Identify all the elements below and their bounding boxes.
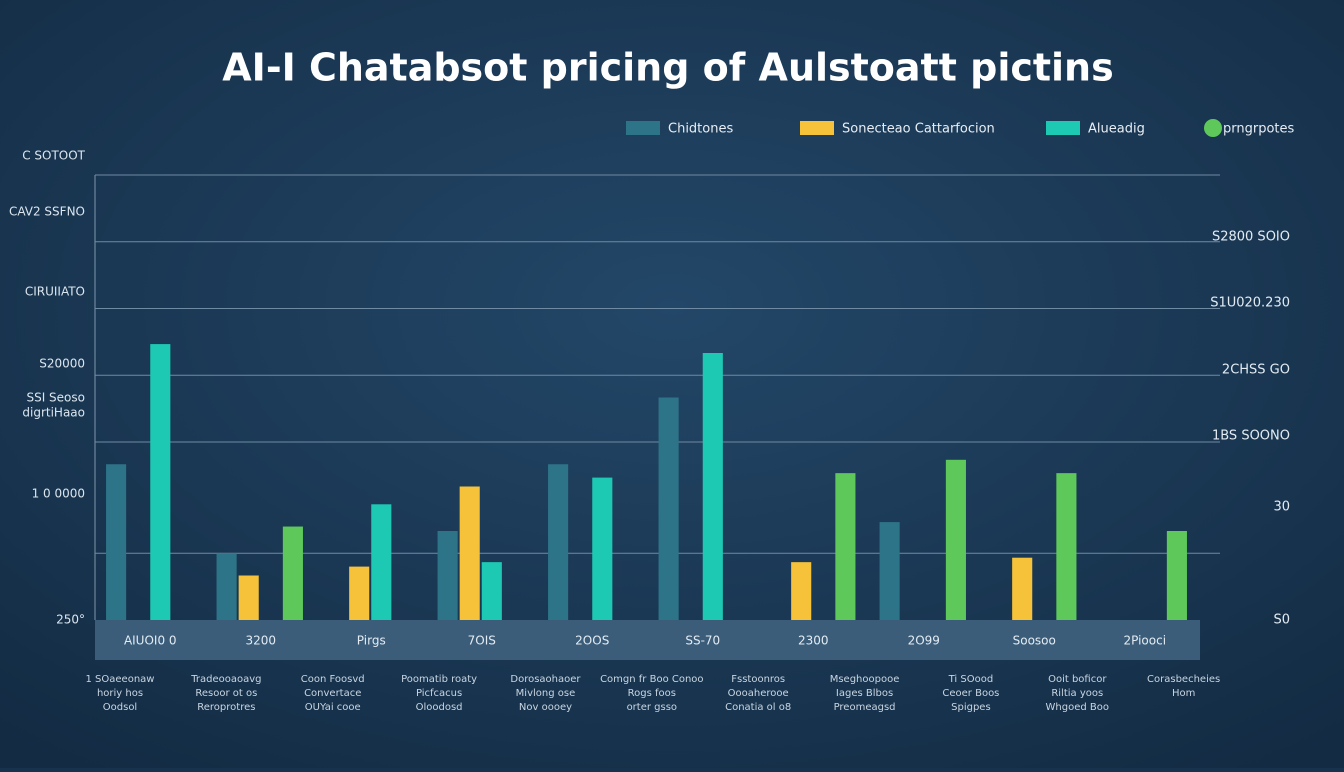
bar bbox=[1056, 473, 1077, 620]
bar bbox=[216, 553, 237, 620]
bar bbox=[481, 562, 502, 620]
legend-swatch bbox=[1046, 121, 1080, 135]
left-label: SSI Seoso bbox=[26, 391, 85, 405]
bar bbox=[791, 562, 812, 620]
left-label: C SOTOOT bbox=[22, 149, 85, 163]
bar bbox=[835, 473, 856, 620]
footnote: Nov oooey bbox=[519, 702, 572, 713]
footnote: Mseghoopooe bbox=[830, 674, 900, 685]
footnote: Coon Foosvd bbox=[301, 674, 365, 685]
legend-label: prngrpotes bbox=[1223, 122, 1295, 137]
footnote: Conatia ol o8 bbox=[725, 702, 791, 713]
bar bbox=[548, 464, 569, 620]
footnote: Ooit boficor bbox=[1048, 674, 1107, 685]
left-label: CIRUIIATO bbox=[25, 285, 85, 299]
x-tick-label: SS-70 bbox=[685, 634, 720, 648]
right-label: S1U020.230 bbox=[1210, 296, 1290, 311]
legend-swatch bbox=[800, 121, 834, 135]
left-label: CAV2 SSFNO bbox=[9, 205, 85, 219]
x-tick-label: 7OIS bbox=[468, 634, 496, 648]
footnote: Iages Blbos bbox=[836, 688, 893, 699]
legend-label: Chidtones bbox=[668, 122, 733, 137]
bar bbox=[437, 531, 458, 620]
right-label: 2CHSS GO bbox=[1222, 363, 1290, 378]
footnote: Hom bbox=[1172, 688, 1195, 699]
x-tick-label: Pirgs bbox=[357, 634, 386, 648]
right-label: 1BS SOONO bbox=[1212, 429, 1290, 444]
footnote: Oloodosd bbox=[416, 702, 463, 713]
bar bbox=[238, 575, 259, 620]
footnote: Poomatib roaty bbox=[401, 674, 477, 685]
bar bbox=[1012, 557, 1033, 620]
x-tick-label: 3200 bbox=[245, 634, 276, 648]
bar bbox=[282, 526, 303, 620]
x-axis-band bbox=[95, 620, 1200, 660]
right-label: S2800 SOIO bbox=[1212, 230, 1290, 245]
left-label: 250° bbox=[56, 613, 85, 627]
x-tick-label: Soosoo bbox=[1013, 634, 1056, 648]
x-tick-label: 2O99 bbox=[908, 634, 940, 648]
footnote: Riltia yoos bbox=[1051, 688, 1103, 699]
footnote: Ti SOood bbox=[948, 674, 994, 685]
left-label: 1 0 0000 bbox=[32, 487, 85, 501]
right-label: S0 bbox=[1273, 613, 1290, 628]
x-tick-label: AIUOI0 0 bbox=[124, 634, 177, 648]
footnote: Picfcacus bbox=[416, 688, 462, 699]
footnote: Mivlong ose bbox=[516, 688, 576, 699]
footnote: Oooaherooe bbox=[728, 688, 789, 699]
footnote: Spigpes bbox=[951, 702, 991, 713]
right-label: 30 bbox=[1273, 500, 1290, 515]
footnote: Ceoer Boos bbox=[942, 688, 999, 699]
footnote: Fsstoonros bbox=[731, 674, 785, 685]
bar bbox=[945, 459, 966, 620]
bar bbox=[879, 522, 900, 620]
legend-label: Sonecteao Cattarfocion bbox=[842, 122, 995, 137]
footnote: Reroprotres bbox=[197, 702, 255, 713]
bar bbox=[1166, 531, 1187, 620]
footnote: orter gsso bbox=[627, 702, 677, 713]
footnote: OUYai cooe bbox=[305, 702, 361, 713]
footnote: Resoor ot os bbox=[195, 688, 257, 699]
left-label: digrtiHaao bbox=[22, 406, 85, 420]
footnote: Oodsol bbox=[103, 702, 137, 713]
bar bbox=[371, 504, 392, 620]
footnote: Preomeagsd bbox=[834, 702, 896, 713]
footnote: 1 SOaeeonaw bbox=[86, 674, 155, 685]
left-label: S20000 bbox=[39, 357, 85, 371]
bar bbox=[592, 477, 613, 620]
bar bbox=[106, 464, 127, 620]
footnote: horiy hos bbox=[97, 688, 143, 699]
x-tick-label: 2OOS bbox=[575, 634, 609, 648]
bar bbox=[702, 353, 723, 620]
bar bbox=[658, 397, 679, 620]
footnote: Corasbecheies bbox=[1147, 674, 1220, 685]
bar bbox=[459, 486, 480, 620]
footnote: Tradeooaoavg bbox=[190, 674, 261, 685]
footnote: Whgoed Boo bbox=[1046, 702, 1109, 713]
footnote: Comgn fr Boo Conoo bbox=[600, 674, 703, 685]
bar bbox=[349, 566, 370, 620]
bar bbox=[150, 344, 171, 620]
x-tick-label: 2300 bbox=[798, 634, 829, 648]
footnote: Rogs foos bbox=[628, 688, 676, 699]
x-tick-label: 2Piooci bbox=[1123, 634, 1166, 648]
legend-swatch bbox=[1204, 119, 1222, 137]
legend-label: Alueadig bbox=[1088, 122, 1145, 137]
legend-swatch bbox=[626, 121, 660, 135]
footnote: Convertace bbox=[304, 688, 361, 699]
chart-title: AI-I Chatabsot pricing of Aulstoatt pict… bbox=[222, 46, 1113, 90]
footnote: Dorosaohaoer bbox=[510, 674, 581, 685]
